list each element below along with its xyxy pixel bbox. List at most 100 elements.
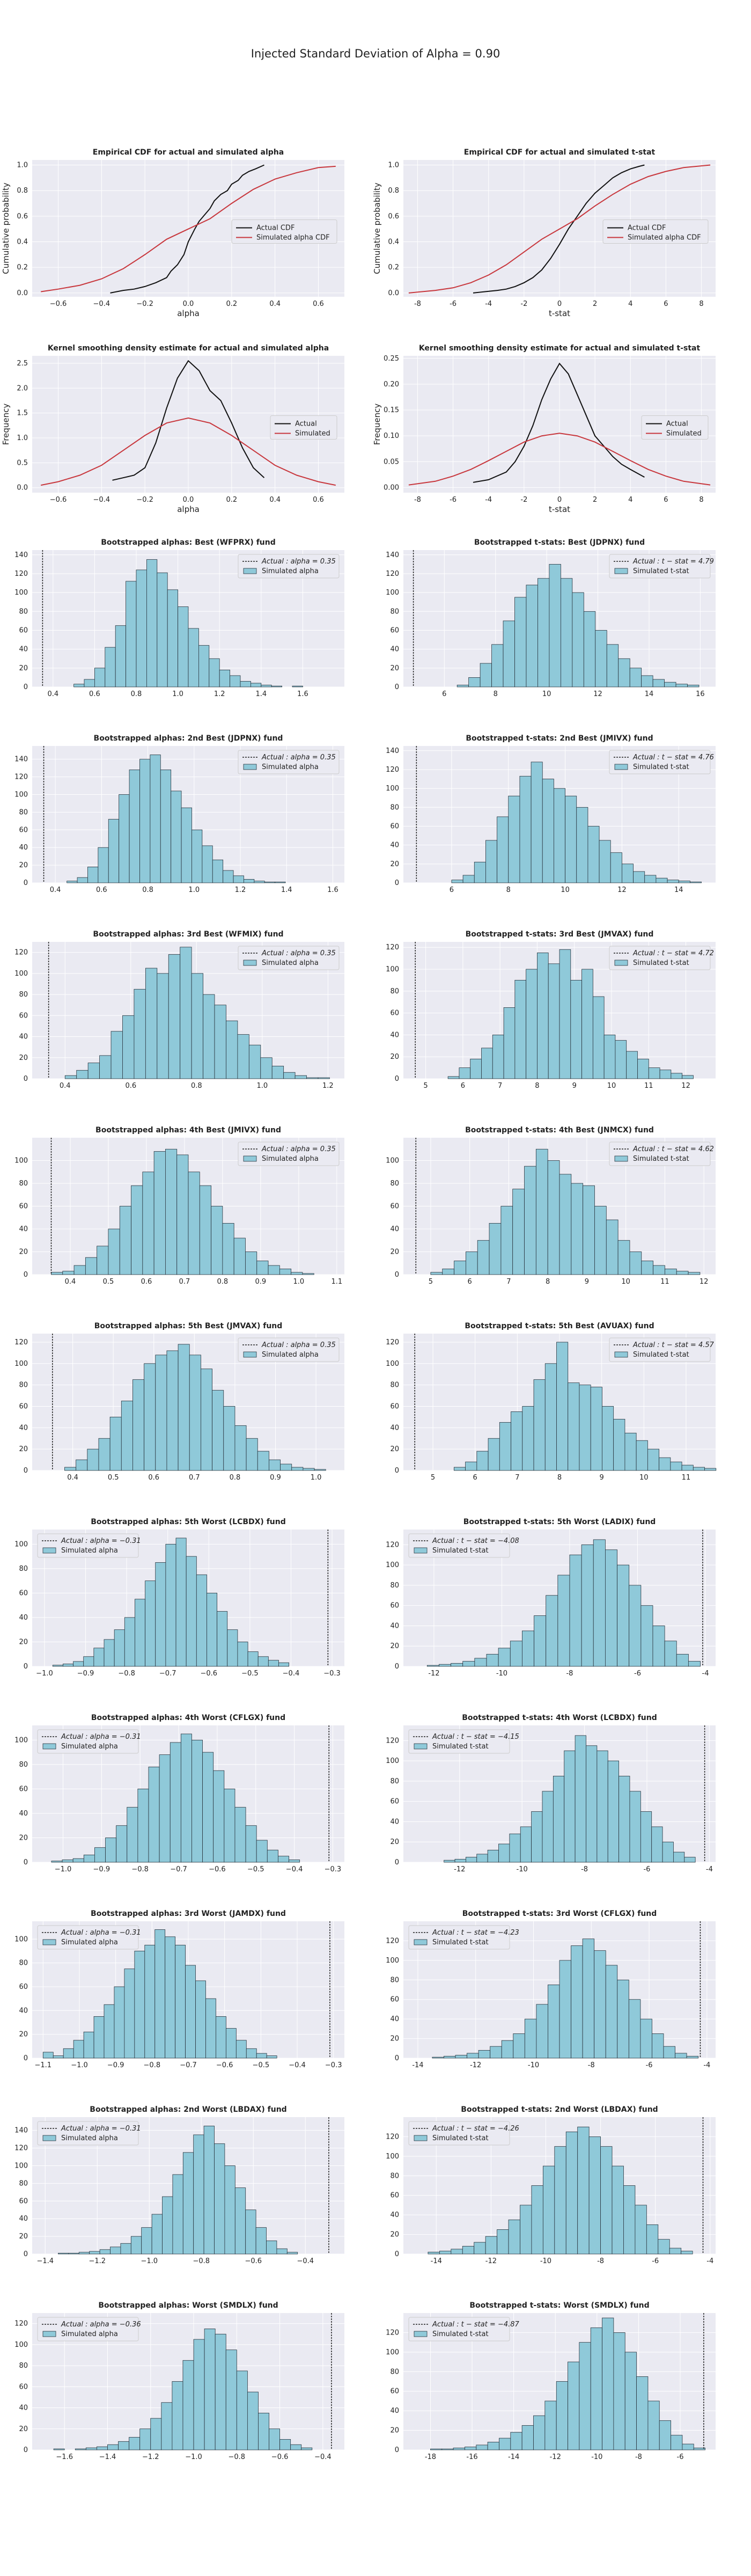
histogram-bar xyxy=(565,795,577,883)
histogram-bar xyxy=(78,2252,90,2255)
x-tick-label: -10 xyxy=(591,2453,602,2461)
y-tick-label: 0.2 xyxy=(17,264,28,272)
histogram-bar xyxy=(155,1355,167,1471)
histogram-bar xyxy=(93,2016,105,2059)
histogram-bar xyxy=(51,1861,63,1863)
histogram-bar xyxy=(176,1154,189,1275)
x-tick-label: 10 xyxy=(639,1474,649,1482)
y-tick-label: 40 xyxy=(19,844,28,852)
x-tick-label: 1.0 xyxy=(293,1278,304,1286)
y-tick-label: 60 xyxy=(390,822,399,830)
histogram-bar xyxy=(170,1742,181,1863)
legend-label-simulated: Simulated t-stat xyxy=(432,2134,489,2142)
y-tick-label: 80 xyxy=(19,808,28,816)
y-tick-label: 140 xyxy=(14,551,28,559)
histogram-bar xyxy=(119,794,130,883)
y-tick-label: 120 xyxy=(386,2329,399,2337)
legend-label: Simulated xyxy=(666,430,702,438)
y-tick-label: 0 xyxy=(395,2250,399,2258)
histogram-bar xyxy=(250,683,262,687)
x-tick-label: −1.0 xyxy=(36,1670,53,1678)
y-tick-label: 0.15 xyxy=(384,406,399,414)
histogram-bar xyxy=(83,1656,94,1667)
histogram-bar xyxy=(590,1387,602,1471)
y-tick-label: 80 xyxy=(390,803,399,811)
histogram-bar xyxy=(481,1048,493,1079)
legend-label-actual: Actual : t − stat = 4.57 xyxy=(632,1341,715,1349)
x-tick-label: 9 xyxy=(585,1278,589,1286)
x-tick-label: 0.8 xyxy=(191,1082,202,1090)
x-axis-label: alpha xyxy=(177,309,200,318)
histogram-bar xyxy=(193,2339,205,2450)
histogram-bar xyxy=(465,2447,477,2450)
histogram-bar xyxy=(486,1653,499,1667)
histogram-bar xyxy=(105,647,116,687)
series-line xyxy=(408,164,711,294)
x-tick-label: 0.0 xyxy=(183,496,194,504)
histogram-bar xyxy=(75,2448,86,2450)
histogram-bar xyxy=(67,881,78,883)
histogram-bar xyxy=(597,1750,608,1863)
y-tick-label: 0 xyxy=(24,1858,28,1867)
y-tick-label: 120 xyxy=(386,570,399,578)
histogram-bar xyxy=(619,1776,630,1863)
y-tick-label: 40 xyxy=(19,1225,28,1233)
histogram-bar xyxy=(538,578,550,687)
histogram-bar xyxy=(565,2131,578,2255)
histogram-bar xyxy=(63,1664,73,1667)
histogram-bar xyxy=(444,2055,456,2059)
x-tick-label: -4 xyxy=(485,300,492,308)
legend-swatch xyxy=(42,1939,56,1945)
chart-panel: -14 -12 -10 -8 -6 -4 0 20 40 60 80 100 120 Bootstrapp… xyxy=(386,1909,716,2069)
x-tick-label: 7 xyxy=(506,1278,511,1286)
y-tick-label: 40 xyxy=(390,1225,399,1233)
histogram-bar xyxy=(256,1261,269,1275)
histogram-bar xyxy=(583,1185,595,1275)
x-tick-label: −0.4 xyxy=(297,2257,314,2265)
histogram-bar xyxy=(94,668,106,687)
histogram-bar xyxy=(489,1223,502,1275)
legend-label-simulated: Simulated alpha xyxy=(262,567,319,575)
y-tick-label: 60 xyxy=(390,1402,399,1410)
histogram-bar xyxy=(613,1418,625,1471)
x-tick-label: -14 xyxy=(508,2453,519,2461)
y-tick-label: 20 xyxy=(390,664,399,672)
legend-box xyxy=(37,2121,139,2146)
x-tick-label: 9 xyxy=(572,1082,577,1090)
y-tick-label: 120 xyxy=(386,943,399,952)
legend-box xyxy=(609,1141,711,1166)
y-tick-label: 20 xyxy=(19,2031,28,2039)
legend-label-actual: Actual : t − stat = −4.08 xyxy=(432,1537,519,1545)
histogram-bar xyxy=(214,2143,225,2255)
histogram-bar xyxy=(186,1556,197,1667)
x-tick-label: -4 xyxy=(702,1670,709,1678)
histogram-bar xyxy=(670,1461,682,1471)
histogram-bar xyxy=(154,1929,166,2059)
histogram-bar xyxy=(480,663,492,687)
y-tick-label: 100 xyxy=(14,1540,28,1548)
legend-label: Actual CDF xyxy=(628,224,666,232)
histogram-bar xyxy=(303,1468,315,1471)
histogram-bar xyxy=(114,1986,125,2059)
x-tick-label: −0.3 xyxy=(325,1865,342,1874)
histogram-bar xyxy=(68,2252,79,2255)
legend-label-actual: Actual : t − stat = −4.87 xyxy=(432,2321,520,2329)
histogram-bar xyxy=(582,1938,595,2059)
histogram-bar xyxy=(615,1040,627,1079)
histogram-bar xyxy=(87,866,99,883)
histogram-bar xyxy=(430,2448,443,2450)
histogram-bar xyxy=(651,1826,663,1863)
histogram-bar xyxy=(652,1626,665,1667)
x-tick-label: −1.1 xyxy=(35,2061,52,2069)
histogram-bar xyxy=(549,564,561,687)
y-tick-label: 0.0 xyxy=(17,289,28,297)
histogram-bar xyxy=(520,1826,532,1863)
y-tick-label: 0.8 xyxy=(17,187,28,195)
y-tick-label: 40 xyxy=(390,1622,399,1630)
histogram-bar xyxy=(568,2361,580,2450)
x-tick-label: −0.7 xyxy=(180,2061,197,2069)
histogram-bar xyxy=(107,2444,119,2450)
histogram-bar xyxy=(130,2236,142,2255)
y-tick-label: 0 xyxy=(24,2054,28,2062)
